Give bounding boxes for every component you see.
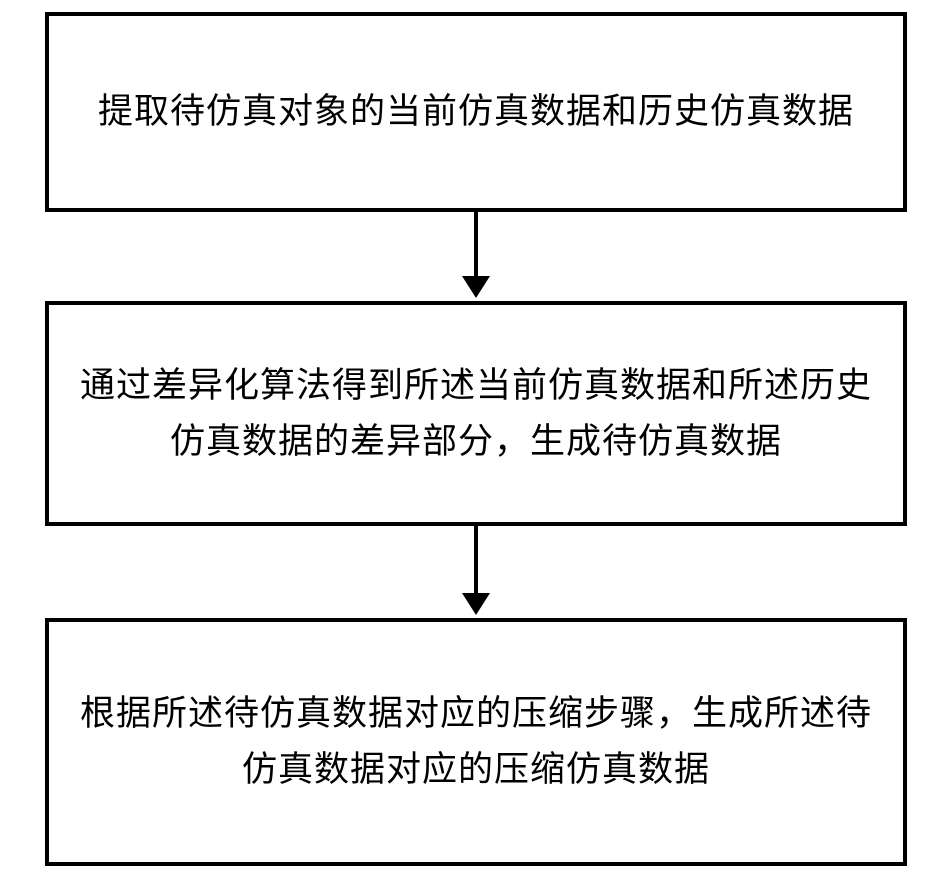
arrow-head-1 — [462, 276, 490, 298]
flowchart-node-step3: 根据所述待仿真数据对应的压缩步骤，生成所述待仿真数据对应的压缩仿真数据 — [45, 618, 907, 866]
flowchart-node-step1: 提取待仿真对象的当前仿真数据和历史仿真数据 — [45, 12, 907, 212]
flowchart-arrow-2 — [462, 526, 490, 615]
arrow-head-2 — [462, 593, 490, 615]
node-text-step3: 根据所述待仿真数据对应的压缩步骤，生成所述待仿真数据对应的压缩仿真数据 — [79, 686, 873, 798]
node-text-step1: 提取待仿真对象的当前仿真数据和历史仿真数据 — [98, 84, 854, 140]
arrow-line-1 — [474, 212, 478, 277]
flowchart-node-step2: 通过差异化算法得到所述当前仿真数据和所述历史仿真数据的差异部分，生成待仿真数据 — [45, 301, 907, 526]
flowchart-arrow-1 — [462, 212, 490, 298]
arrow-line-2 — [474, 526, 478, 594]
flowchart-container: 提取待仿真对象的当前仿真数据和历史仿真数据 通过差异化算法得到所述当前仿真数据和… — [0, 0, 951, 891]
node-text-step2: 通过差异化算法得到所述当前仿真数据和所述历史仿真数据的差异部分，生成待仿真数据 — [79, 358, 873, 470]
